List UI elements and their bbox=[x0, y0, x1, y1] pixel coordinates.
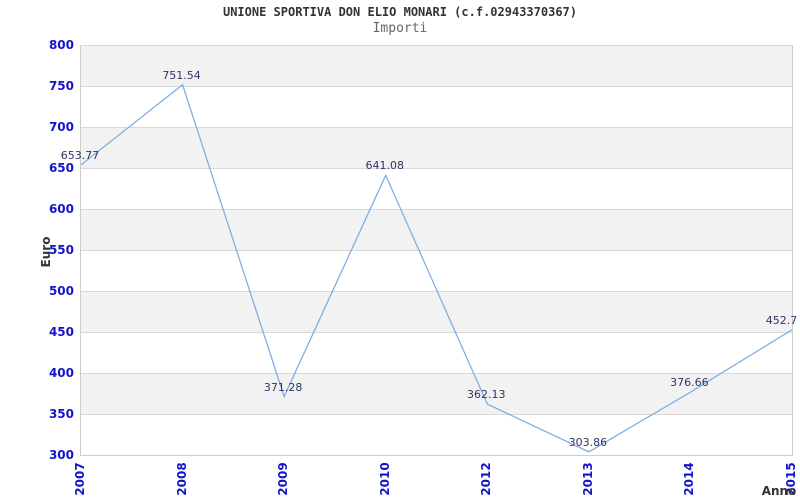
chart-subtitle: Importi bbox=[372, 21, 428, 36]
x-tick-label: 2009 bbox=[276, 462, 291, 496]
x-tick-label: 2007 bbox=[73, 462, 87, 496]
plot-area bbox=[80, 45, 793, 456]
data-point-label: 653.77 bbox=[60, 148, 100, 162]
series-svg bbox=[81, 45, 792, 453]
data-point-label: 641.08 bbox=[365, 159, 404, 173]
data-point-label: 376.66 bbox=[670, 376, 709, 390]
data-point-label: 371.28 bbox=[263, 380, 303, 394]
y-axis-title: Euro bbox=[39, 236, 53, 268]
x-tick-label: 2010 bbox=[377, 462, 392, 496]
x-axis-title: Anno bbox=[761, 484, 797, 498]
plot-band bbox=[81, 45, 792, 86]
chart-title: UNIONE SPORTIVA DON ELIO MONARI (c.f.029… bbox=[222, 5, 577, 19]
plot-band bbox=[81, 373, 792, 414]
plot-band bbox=[81, 127, 792, 168]
x-tick-label: 2013 bbox=[580, 462, 595, 496]
series-line bbox=[81, 83, 792, 453]
y-tick-label: 450 bbox=[48, 325, 74, 339]
data-point-label: 452.7 bbox=[765, 313, 798, 327]
y-tick-label: 600 bbox=[48, 202, 74, 216]
y-tick-label: 400 bbox=[48, 366, 74, 380]
y-tick-label: 500 bbox=[48, 284, 74, 298]
y-tick-label: 800 bbox=[48, 38, 74, 52]
y-tick-label: 750 bbox=[48, 79, 74, 93]
y-tick-label: 350 bbox=[48, 407, 74, 421]
plot-band bbox=[81, 291, 792, 332]
x-tick-label: 2014 bbox=[682, 462, 697, 496]
y-tick-label: 300 bbox=[48, 448, 74, 462]
data-point-label: 751.54 bbox=[162, 68, 201, 82]
y-tick-label: 550 bbox=[48, 243, 74, 257]
x-tick-label: 2012 bbox=[479, 462, 494, 496]
data-point-label: 362.13 bbox=[467, 388, 506, 402]
data-point-label: 303.86 bbox=[568, 435, 608, 449]
x-tick-label: 2008 bbox=[174, 462, 189, 496]
y-tick-label: 650 bbox=[48, 161, 74, 175]
y-tick-label: 700 bbox=[48, 120, 74, 134]
plot-band bbox=[81, 209, 792, 250]
